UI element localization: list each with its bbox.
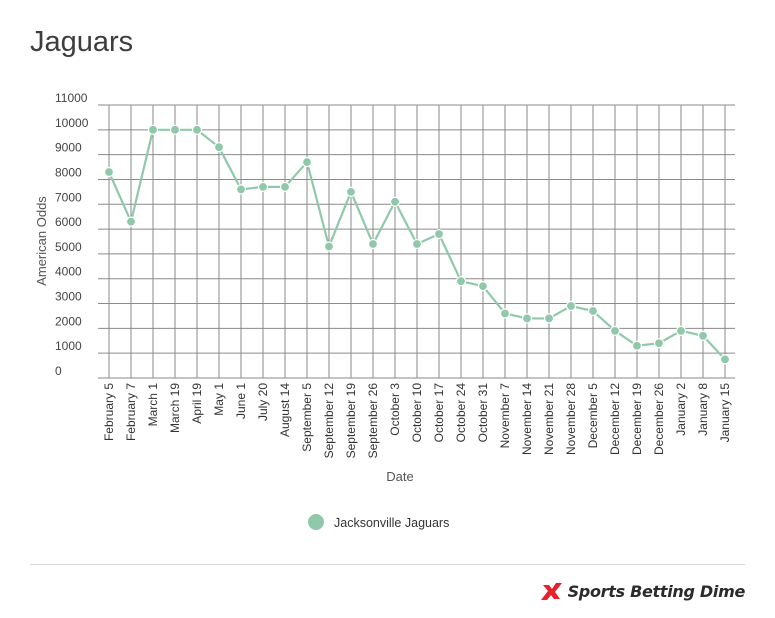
- y-tick-label: 10000: [55, 116, 89, 130]
- x-tick-label: January 2: [674, 383, 688, 436]
- series: [103, 124, 731, 365]
- y-tick-label: 1000: [55, 339, 82, 353]
- data-point[interactable]: [543, 313, 555, 324]
- x-tick-label: September 12: [322, 383, 336, 459]
- data-point[interactable]: [191, 124, 203, 135]
- x-tick-label: May 1: [212, 383, 226, 416]
- brand-name: Sports Betting Dime: [567, 581, 746, 601]
- x-tick-label: August 14: [278, 383, 292, 437]
- data-point[interactable]: [279, 181, 291, 192]
- legend-marker: [308, 514, 324, 530]
- data-point[interactable]: [147, 124, 159, 135]
- data-point[interactable]: [499, 308, 511, 319]
- y-tick-label: 0: [55, 364, 62, 378]
- data-point[interactable]: [213, 142, 225, 153]
- data-point[interactable]: [169, 124, 181, 135]
- data-point[interactable]: [301, 156, 313, 168]
- data-point[interactable]: [125, 216, 137, 227]
- y-tick-label: 8000: [55, 165, 82, 179]
- data-point[interactable]: [235, 184, 247, 195]
- data-point[interactable]: [653, 338, 665, 349]
- x-tick-label: November 21: [542, 383, 556, 455]
- x-tick-label: January 8: [696, 383, 710, 436]
- x-tick-label: December 26: [652, 383, 666, 455]
- x-tick-label: October 10: [410, 383, 424, 443]
- data-point[interactable]: [367, 238, 379, 250]
- x-tick-label: December 5: [586, 383, 600, 449]
- x-tick-label: September 5: [300, 383, 314, 452]
- y-tick-label: 7000: [55, 190, 82, 204]
- footer-divider: [30, 564, 745, 565]
- y-tick-label: 5000: [55, 240, 82, 254]
- line-chart: 0 1000 2000 3000 4000 5000 6000 7000 8000 9000 100…: [34, 91, 735, 530]
- x-tick-label: December 12: [608, 383, 622, 455]
- x-tick-label: February 7: [124, 383, 138, 441]
- x-tick-label: October 31: [476, 383, 490, 443]
- data-point[interactable]: [477, 281, 489, 292]
- x-tick-label: March 19: [168, 383, 182, 433]
- y-axis-ticks: 0 1000 2000 3000 4000 5000 6000 7000 8000 9000 100…: [55, 91, 89, 378]
- legend-label: Jacksonville Jaguars: [334, 516, 449, 530]
- data-point[interactable]: [587, 305, 599, 317]
- data-point[interactable]: [257, 181, 269, 192]
- data-point[interactable]: [411, 238, 423, 250]
- data-point[interactable]: [455, 276, 467, 287]
- data-point[interactable]: [609, 325, 621, 336]
- x-tick-label: November 28: [564, 383, 578, 455]
- data-point[interactable]: [697, 330, 709, 341]
- dime-x-icon: [540, 583, 562, 600]
- y-tick-label: 3000: [55, 290, 82, 304]
- data-point[interactable]: [565, 300, 577, 312]
- x-axis-ticks: February 5 February 7 March 1 March 19 April…: [102, 383, 732, 459]
- y-tick-label: 9000: [55, 141, 82, 155]
- y-tick-label: 2000: [55, 314, 82, 328]
- x-tick-label: November 7: [498, 383, 512, 449]
- legend[interactable]: Jacksonville Jaguars: [308, 514, 449, 530]
- data-point[interactable]: [521, 313, 533, 324]
- x-tick-label: March 1: [146, 383, 160, 427]
- data-point[interactable]: [323, 241, 335, 252]
- x-tick-label: June 1: [234, 383, 248, 419]
- x-tick-label: November 14: [520, 383, 534, 455]
- x-tick-label: October 3: [388, 383, 402, 436]
- data-point[interactable]: [389, 196, 401, 207]
- x-tick-label: September 26: [366, 383, 380, 459]
- x-tick-label: April 19: [190, 383, 204, 424]
- x-tick-label: October 17: [432, 383, 446, 443]
- y-axis-label: American Odds: [34, 196, 49, 286]
- data-point[interactable]: [345, 186, 357, 197]
- x-tick-label: September 19: [344, 383, 358, 459]
- brand-logo[interactable]: Sports Betting Dime: [540, 578, 746, 604]
- x-tick-label: January 15: [718, 383, 732, 443]
- x-tick-label: July 20: [256, 383, 270, 421]
- x-axis-label: Date: [386, 469, 413, 484]
- y-tick-label: 6000: [55, 215, 82, 229]
- data-point[interactable]: [675, 325, 687, 336]
- chart-title: Jaguars: [30, 26, 134, 58]
- data-point[interactable]: [631, 340, 643, 351]
- data-point[interactable]: [433, 228, 445, 240]
- y-tick-label: 4000: [55, 265, 82, 279]
- data-point[interactable]: [719, 354, 731, 365]
- x-tick-label: February 5: [102, 383, 116, 441]
- y-tick-label: 11000: [55, 91, 88, 105]
- data-point[interactable]: [103, 166, 115, 178]
- x-tick-label: December 19: [630, 383, 644, 455]
- x-tick-label: October 24: [454, 383, 468, 443]
